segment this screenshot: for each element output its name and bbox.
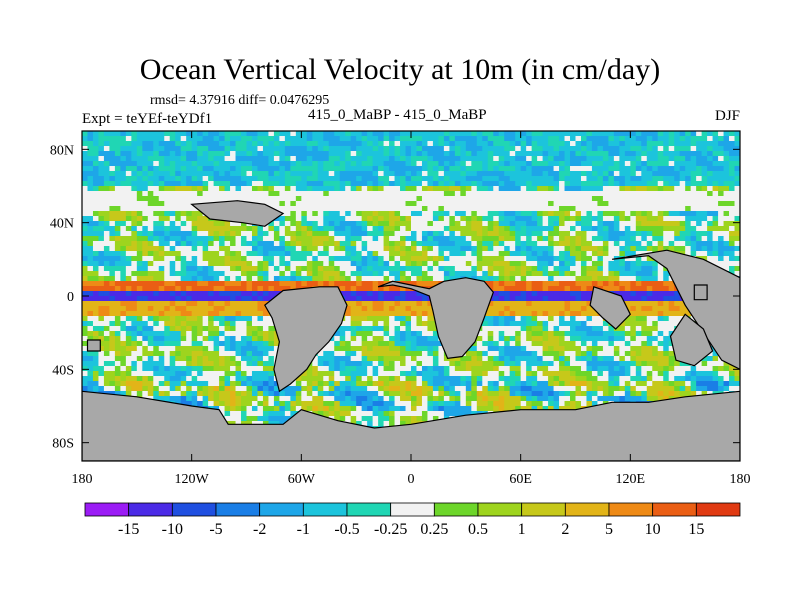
colorbar-label: -15 — [118, 521, 139, 538]
x-tick-label: 180 — [730, 472, 751, 487]
land-australia — [669, 313, 714, 367]
colorbar-swatch — [390, 502, 435, 517]
land-antarctica — [82, 390, 740, 461]
colorbar-label: 1 — [518, 521, 526, 538]
land-island-west — [86, 339, 101, 352]
case-label: 415_0_MaBP - 415_0_MaBP — [308, 107, 487, 123]
colorbar-label: -5 — [209, 521, 222, 538]
rmsd-diff-text: rmsd= 4.37916 diff= 0.0476295 — [150, 93, 330, 108]
colorbar-label: 5 — [605, 521, 613, 538]
colorbar-swatch — [695, 502, 741, 517]
colorbar-swatch — [259, 502, 304, 517]
colorbar-label: -0.5 — [334, 521, 359, 538]
colorbar-swatch — [302, 502, 348, 517]
y-tick-label: 40S — [52, 363, 74, 378]
colorbar-label: 10 — [645, 521, 661, 538]
x-tick-label: 120E — [616, 472, 646, 487]
x-tick-label: 0 — [408, 472, 415, 487]
axes: 180 120W 60W 0 60E 120E 180 80N 40N 0 40S 80S — [50, 131, 751, 487]
y-tick-label: 0 — [67, 290, 74, 305]
colorbar-swatch — [346, 502, 392, 517]
colorbar-swatch — [521, 502, 566, 517]
colorbar-label: -0.25 — [374, 521, 407, 538]
x-tick-label: 180 — [72, 472, 93, 487]
colorbar-label: 15 — [688, 521, 704, 538]
colorbar-swatch — [215, 502, 261, 517]
colorbar-swatch — [84, 502, 130, 517]
land-north-america — [190, 200, 285, 227]
y-tick-label: 80N — [50, 143, 74, 158]
colorbar-swatch — [433, 502, 479, 517]
colorbar-swatch — [652, 502, 697, 517]
x-tick-label: 60W — [288, 472, 316, 487]
colorbar-label: -1 — [297, 521, 310, 538]
chart-title: Ocean Vertical Velocity at 10m (in cm/da… — [139, 53, 661, 86]
x-tick-label: 60E — [509, 472, 532, 487]
colorbar-swatch — [171, 502, 217, 517]
colorbar-label: -10 — [162, 521, 183, 538]
velocity-field — [82, 131, 740, 461]
land-island-east — [693, 284, 708, 301]
colorbar-label: -2 — [253, 521, 266, 538]
colorbar-swatch — [128, 502, 173, 517]
colorbar: -15 -10 -5 -2 -1 -0.5 -0.25 0.25 0.5 1 2 5 10 15 — [84, 502, 741, 538]
experiment-label: Expt = teYEf-teYDf1 — [82, 111, 213, 127]
land-africa — [377, 277, 494, 359]
y-tick-label: 40N — [50, 217, 74, 232]
y-tick-label: 80S — [52, 437, 74, 452]
colorbar-swatch — [477, 502, 523, 517]
colorbar-label: 0.5 — [468, 521, 488, 538]
land-mask — [82, 200, 740, 461]
land-india — [589, 286, 632, 330]
land-south-america — [264, 286, 348, 393]
x-tick-label: 120W — [175, 472, 210, 487]
colorbar-swatch — [608, 502, 654, 517]
season-label: DJF — [714, 108, 740, 124]
colorbar-label: 0.25 — [420, 521, 448, 538]
colorbar-label: 2 — [561, 521, 569, 538]
colorbar-swatch — [564, 502, 610, 517]
